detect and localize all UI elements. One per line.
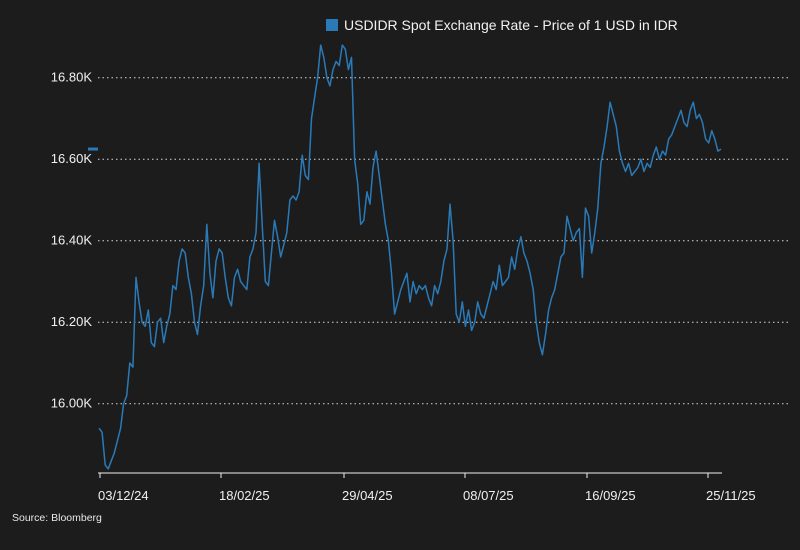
x-tick-label: 08/07/25 xyxy=(463,488,514,503)
x-tick-label: 29/04/25 xyxy=(342,488,393,503)
legend-swatch-icon xyxy=(326,19,338,31)
legend: USDIDR Spot Exchange Rate - Price of 1 U… xyxy=(326,17,678,33)
x-tick-label: 03/12/24 xyxy=(98,488,149,503)
x-tick-label: 16/09/25 xyxy=(585,488,636,503)
x-tick-label: 18/02/25 xyxy=(219,488,270,503)
y-axis-ticks: 16.00K 16.20K 16.40K 16.60K 16.80K xyxy=(51,70,93,411)
x-axis: 03/12/24 18/02/25 29/04/25 08/07/25 16/09/25… xyxy=(98,472,756,503)
y-tick-label: 16.60K xyxy=(51,151,93,166)
x-tick-label: 25/11/25 xyxy=(706,488,756,503)
series-line xyxy=(98,44,722,470)
y-tick-label: 16.40K xyxy=(51,233,93,248)
y-tick-label: 16.00K xyxy=(51,396,93,411)
source-note: Source: Bloomberg xyxy=(12,512,102,524)
grid-layer xyxy=(98,77,790,405)
legend-label: USDIDR Spot Exchange Rate - Price of 1 U… xyxy=(344,17,678,33)
y-tick-label: 16.80K xyxy=(51,70,93,85)
y-tick-label: 16.20K xyxy=(51,314,93,329)
last-value-marker xyxy=(88,147,98,151)
series-layer xyxy=(98,44,722,470)
last-value-tick xyxy=(88,147,98,151)
